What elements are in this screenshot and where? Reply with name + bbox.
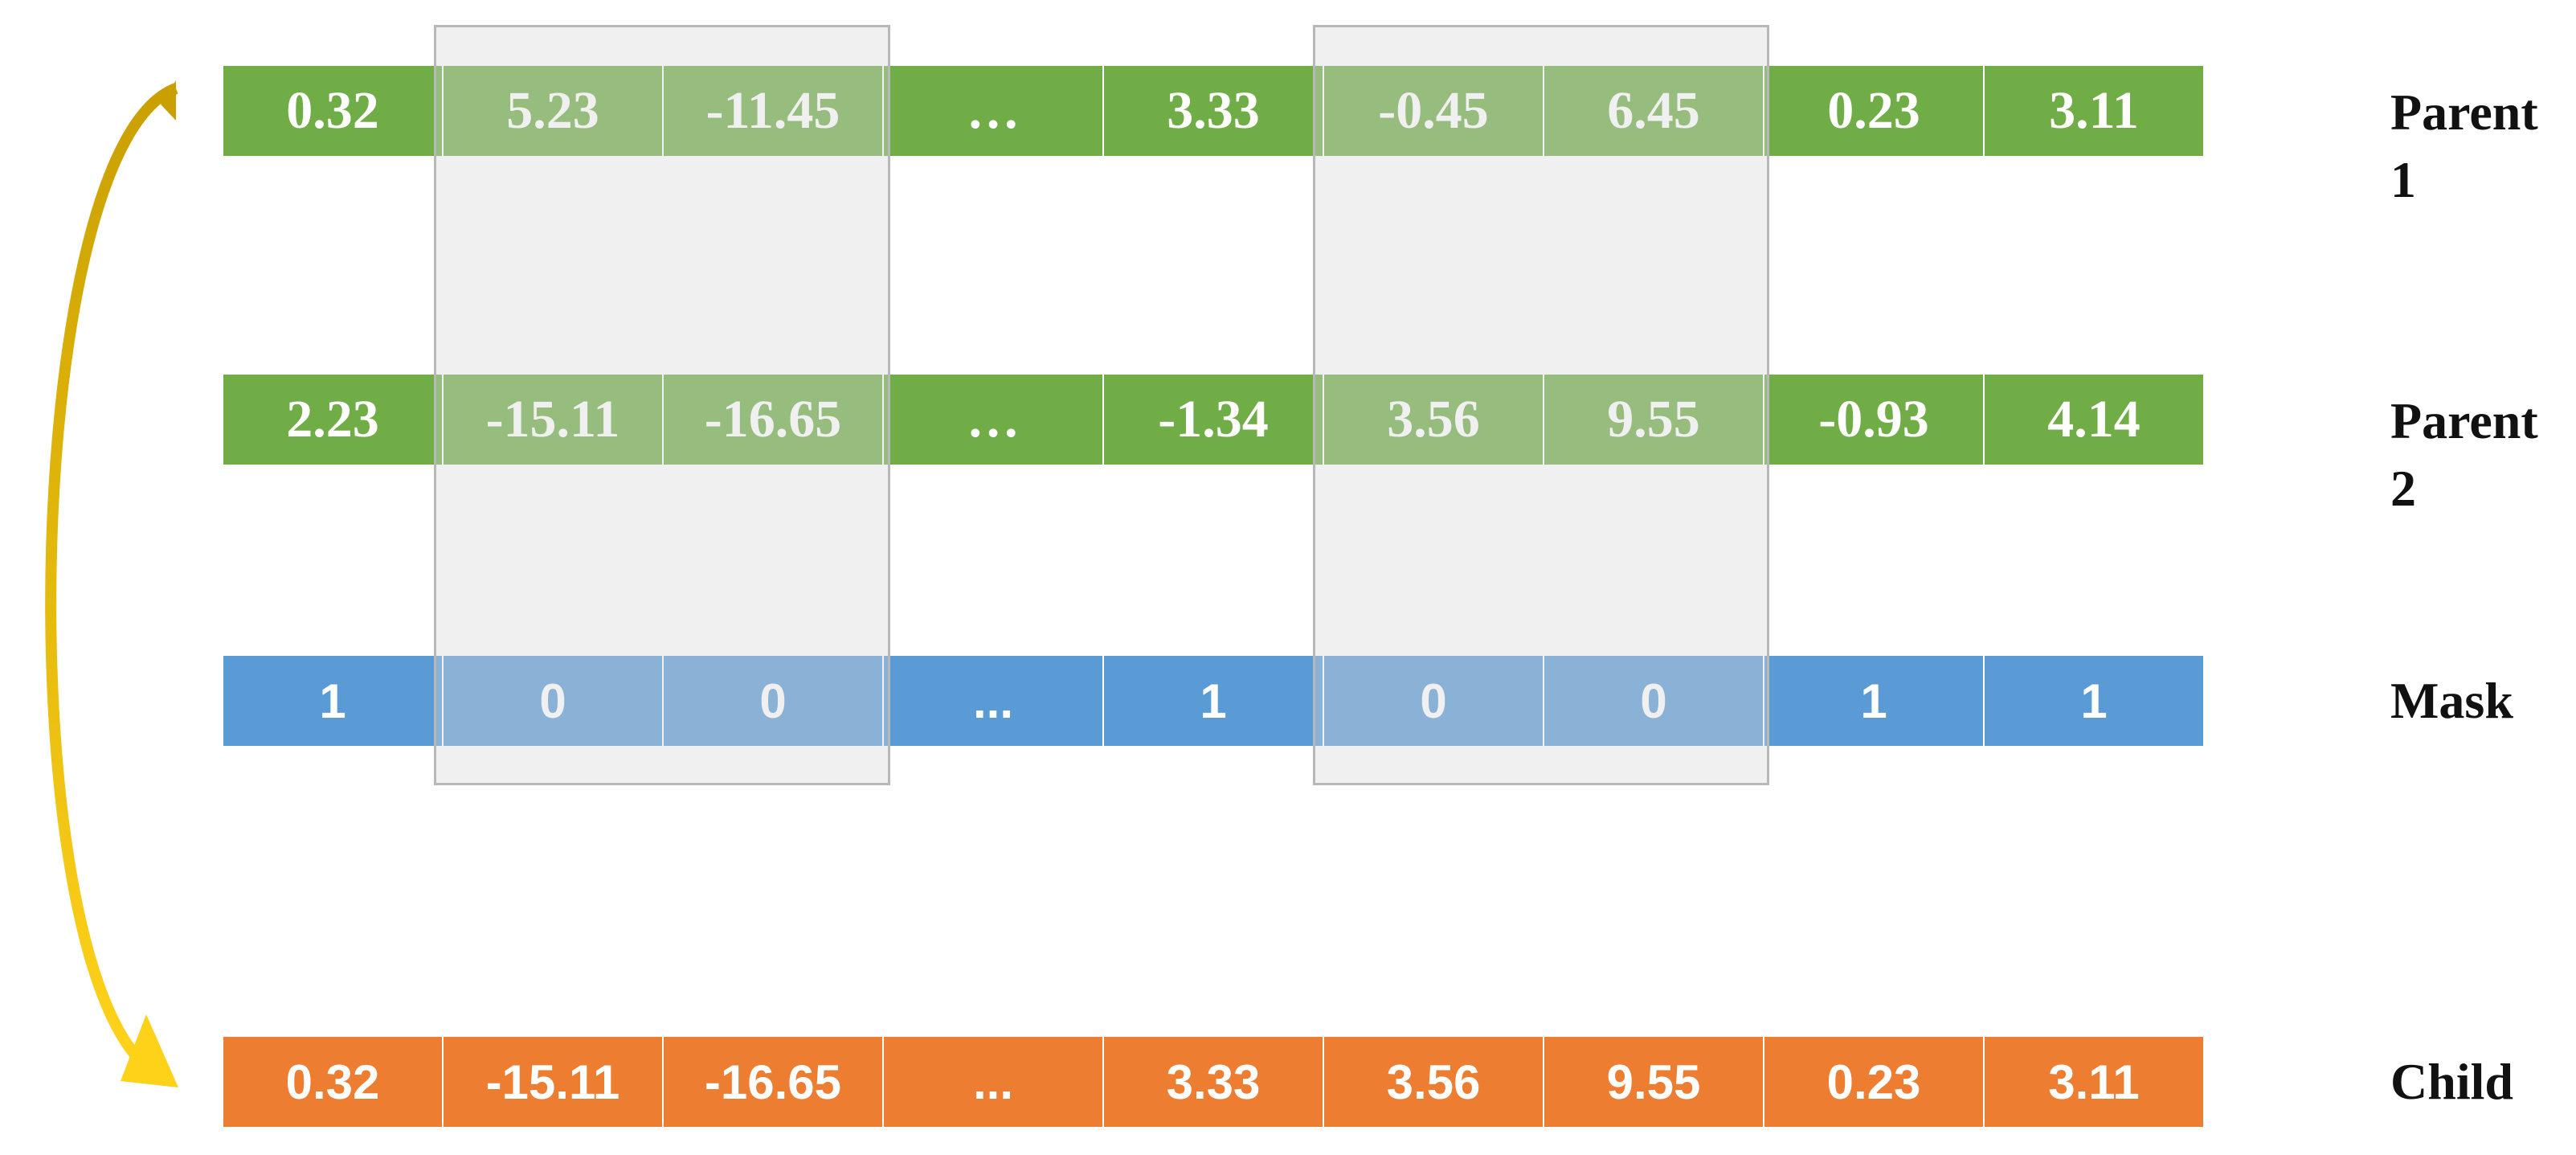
row-label: Child	[2390, 1053, 2513, 1110]
cell: ...	[884, 656, 1102, 746]
cell: 9.55	[1544, 1037, 1763, 1127]
cell: -16.65	[664, 1037, 882, 1127]
cell: 3.11	[1985, 1037, 2203, 1127]
cell: 3.33	[1104, 66, 1323, 156]
arrow-curve	[45, 83, 178, 1065]
cell: 0	[664, 656, 882, 746]
cell: 0.23	[1764, 66, 1983, 156]
highlight-box	[1313, 25, 1769, 785]
cell: 0	[1324, 656, 1543, 746]
cell: 0.23	[1764, 1037, 1983, 1127]
cell: -11.45	[664, 66, 882, 156]
cell: 1	[1985, 656, 2203, 746]
cell: 1	[1764, 656, 1983, 746]
cell: -0.93	[1764, 375, 1983, 465]
cell: 3.33	[1104, 1037, 1323, 1127]
cell: 0	[1544, 656, 1763, 746]
cell: 1	[1104, 656, 1323, 746]
arrow-tail	[161, 80, 176, 121]
cell: -15.11	[444, 1037, 662, 1127]
highlight-box	[434, 25, 890, 785]
cell: 3.56	[1324, 1037, 1543, 1127]
cell: 1	[223, 656, 442, 746]
cell: -0.45	[1324, 66, 1543, 156]
row-label: Parent 1	[2390, 84, 2538, 208]
cell: ...	[884, 1037, 1102, 1127]
cell: 0	[444, 656, 662, 746]
row-label: Parent 2	[2390, 392, 2538, 517]
cell: -15.11	[444, 375, 662, 465]
cell: 0.32	[223, 66, 442, 156]
cell: …	[884, 66, 1102, 156]
cell: 5.23	[444, 66, 662, 156]
cell: 9.55	[1544, 375, 1763, 465]
arrow-head	[121, 1014, 178, 1087]
cell: 3.11	[1985, 66, 2203, 156]
cell: 0.32	[223, 1037, 442, 1127]
cell: 6.45	[1544, 66, 1763, 156]
row-label: Mask	[2390, 672, 2513, 729]
cell: -1.34	[1104, 375, 1323, 465]
cell: …	[884, 375, 1102, 465]
cell: 2.23	[223, 375, 442, 465]
cell: -16.65	[664, 375, 882, 465]
cell: 3.56	[1324, 375, 1543, 465]
cell: 4.14	[1985, 375, 2203, 465]
